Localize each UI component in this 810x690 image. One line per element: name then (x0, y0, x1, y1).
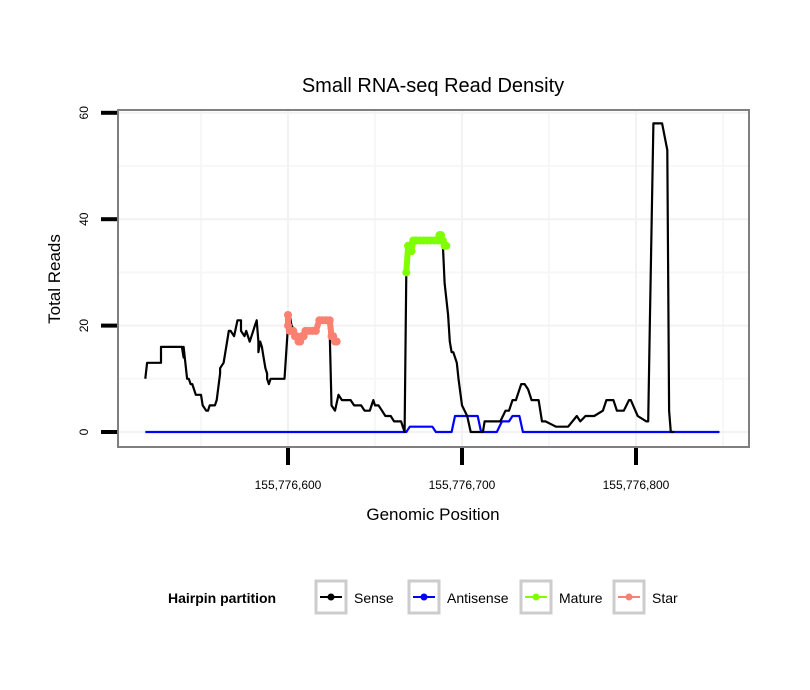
legend-label: Mature (559, 590, 603, 606)
sense-line (144, 122, 675, 434)
legend-key-point (420, 593, 428, 601)
legend-item-antisense: Antisense (407, 579, 509, 615)
star-point (284, 310, 292, 319)
plot-border (117, 109, 750, 448)
star-point (311, 326, 320, 335)
legend-item-mature: Mature (519, 579, 603, 615)
legend-item-sense: Sense (314, 579, 394, 615)
series-antisense (145, 414, 720, 434)
mature-point (402, 268, 411, 277)
chart-title: Small RNA-seq Read Density (302, 75, 564, 97)
y-tick-label: 20 (77, 319, 91, 333)
x-axis: 155,776,600 155,776,700 155,776,800 (255, 448, 670, 492)
series-mature (402, 231, 451, 277)
mature-point (442, 241, 451, 250)
legend-title: Hairpin partition (168, 590, 276, 606)
star-point (325, 316, 334, 325)
legend-key-point (625, 593, 633, 601)
series-star (284, 310, 341, 346)
series-sense (144, 122, 675, 434)
legend-label: Star (652, 590, 678, 606)
x-tick-label: 155,776,800 (603, 478, 670, 492)
antisense-line (145, 414, 720, 434)
y-tick-label: 60 (77, 106, 91, 120)
x-axis-title: Genomic Position (366, 505, 499, 524)
x-tick-label: 155,776,600 (255, 478, 322, 492)
y-tick-label: 0 (77, 428, 91, 435)
x-tick-label: 155,776,700 (429, 478, 496, 492)
y-axis-title: Total Reads (45, 234, 64, 324)
y-axis: 0 20 40 60 (77, 106, 117, 435)
series-layer (144, 122, 720, 434)
legend-key-point (532, 593, 540, 601)
legend-label: Sense (354, 590, 394, 606)
y-tick-label: 40 (77, 212, 91, 226)
legend-key-point (327, 593, 335, 601)
legend-item-star: Star (612, 579, 678, 615)
star-point (332, 337, 341, 346)
mature-point (407, 247, 416, 256)
legend: Hairpin partition Sense Antisense Mature St… (168, 579, 678, 615)
legend-label: Antisense (447, 590, 509, 606)
plot-panel (118, 110, 749, 447)
